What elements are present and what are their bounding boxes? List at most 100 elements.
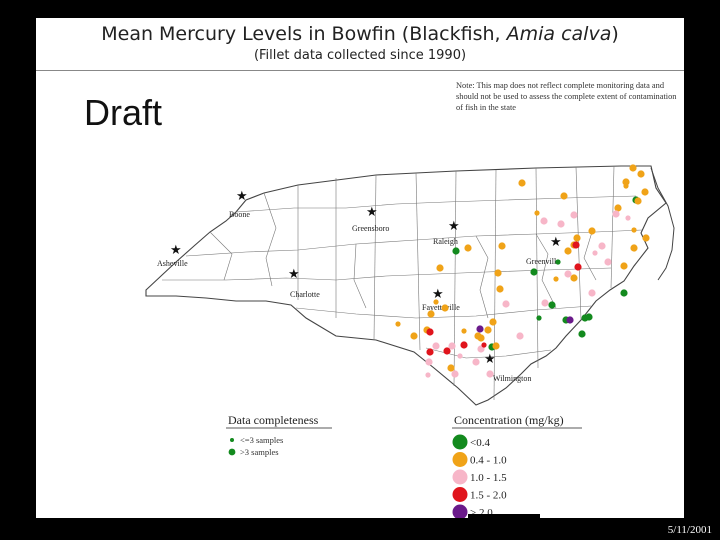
sample-site bbox=[498, 242, 506, 250]
sample-site bbox=[620, 289, 628, 297]
sample-site bbox=[477, 334, 485, 342]
sample-site bbox=[427, 310, 435, 318]
city-label-boone: Boone bbox=[229, 210, 250, 219]
sample-site bbox=[625, 215, 631, 221]
sample-site bbox=[629, 164, 637, 172]
slide: Mean Mercury Levels in Bowfin (Blackfish… bbox=[36, 18, 684, 518]
sample-site bbox=[566, 316, 574, 324]
city-star-greensboro: ★ bbox=[366, 205, 378, 220]
sample-site bbox=[452, 247, 460, 255]
sample-site bbox=[472, 358, 480, 366]
cities-layer: ★Boone ★Greensboro ★Raleigh★Asheville★Char… bbox=[157, 189, 562, 383]
legend-label-2: 1.0 - 1.5 bbox=[470, 472, 507, 484]
city-label-charlotte: Charlotte bbox=[290, 290, 320, 299]
concentration-legend-title: Concentration (mg/kg) bbox=[454, 413, 564, 427]
title-text: Mean Mercury Levels in Bowfin (Blackfish… bbox=[101, 23, 507, 45]
sample-site bbox=[447, 364, 455, 372]
sample-site bbox=[592, 250, 598, 256]
city-label-greensboro: Greensboro bbox=[352, 224, 389, 233]
legend-swatch-3 bbox=[452, 487, 468, 502]
city-label-wilmington: Wilmington bbox=[493, 374, 531, 383]
city-star-charlotte: ★ bbox=[288, 267, 300, 282]
sample-site bbox=[494, 269, 502, 277]
sample-site bbox=[481, 342, 487, 348]
sample-site bbox=[557, 220, 565, 228]
sample-site bbox=[622, 178, 630, 186]
concentration-legend: Concentration (mg/kg) <0.4 0.4 - 1.0 1.0 -… bbox=[452, 413, 582, 518]
sample-site bbox=[492, 342, 500, 350]
sample-site bbox=[436, 264, 444, 272]
title-divider bbox=[36, 70, 684, 71]
sample-site bbox=[637, 170, 645, 178]
legend-label-0: <0.4 bbox=[470, 437, 490, 449]
sample-site bbox=[476, 325, 484, 333]
sample-site bbox=[395, 321, 401, 327]
sites-layer bbox=[395, 164, 650, 378]
nc-map: ★Boone ★Greensboro ★Raleigh★Asheville★Char… bbox=[145, 164, 675, 518]
legend-label-3: 1.5 - 2.0 bbox=[470, 490, 507, 502]
sample-site bbox=[484, 326, 492, 334]
sample-site bbox=[572, 241, 580, 249]
sample-site bbox=[588, 289, 596, 297]
city-star-fayetteville: ★ bbox=[432, 287, 444, 302]
sample-site bbox=[598, 242, 606, 250]
sample-site bbox=[496, 285, 504, 293]
sample-site bbox=[448, 342, 456, 350]
sample-site bbox=[410, 332, 418, 340]
sample-site bbox=[530, 268, 538, 276]
city-star-greenville: ★ bbox=[550, 235, 562, 250]
outer-banks bbox=[650, 167, 675, 281]
map-subtitle: (Fillet data collected since 1990) bbox=[253, 48, 467, 63]
sample-site bbox=[541, 299, 549, 307]
sample-site bbox=[631, 227, 637, 233]
title-close: ) bbox=[611, 23, 619, 45]
legend-swatch-2 bbox=[452, 469, 468, 485]
completeness-legend-title: Data completeness bbox=[228, 413, 319, 427]
legend-swatch-4 bbox=[452, 504, 468, 518]
city-label-raleigh: Raleigh bbox=[433, 237, 458, 246]
sample-site bbox=[451, 370, 459, 378]
sample-site bbox=[502, 300, 510, 308]
disclaimer-note: Note: This map does not reflect complete… bbox=[456, 81, 677, 112]
sample-site bbox=[642, 234, 650, 242]
draft-label: Draft bbox=[84, 92, 163, 133]
sample-site bbox=[614, 204, 622, 212]
sample-site bbox=[425, 372, 431, 378]
legend-bottom-bar bbox=[468, 514, 540, 518]
sample-site bbox=[588, 227, 596, 235]
species-name: Amia calva bbox=[506, 23, 612, 45]
sample-site bbox=[425, 358, 433, 366]
sample-site bbox=[536, 315, 542, 321]
sample-site bbox=[457, 353, 463, 359]
sample-site bbox=[573, 234, 581, 242]
sample-site bbox=[564, 270, 572, 278]
legend-label-1: 0.4 - 1.0 bbox=[470, 455, 507, 467]
completeness-legend: Data completeness <=3 samples >3 samples bbox=[226, 413, 332, 457]
city-star-wilmington: ★ bbox=[484, 352, 496, 367]
sample-site bbox=[553, 276, 559, 282]
footer-date: 5/11/2001 bbox=[667, 524, 712, 536]
sample-site bbox=[641, 188, 649, 196]
sample-site bbox=[489, 318, 497, 326]
legend-swatch-0 bbox=[452, 434, 468, 450]
sample-site bbox=[441, 304, 449, 312]
sample-site bbox=[612, 210, 620, 218]
sample-site bbox=[574, 263, 582, 271]
sample-site bbox=[432, 342, 440, 350]
sample-site bbox=[426, 348, 434, 356]
concentration-legend-items: <0.4 0.4 - 1.0 1.0 - 1.5 1.5 - 2.0 > 2.0 bbox=[452, 434, 507, 518]
city-star-asheville: ★ bbox=[170, 243, 182, 258]
large-sample-symbol bbox=[228, 448, 236, 456]
large-sample-label: >3 samples bbox=[240, 447, 279, 457]
legend-swatch-1 bbox=[452, 452, 468, 467]
city-label-fayetteville: Fayetteville bbox=[422, 303, 460, 312]
sample-site bbox=[518, 179, 526, 187]
sample-site bbox=[555, 259, 561, 265]
sample-site bbox=[578, 330, 586, 338]
sample-site bbox=[426, 328, 434, 336]
sample-site bbox=[461, 328, 467, 334]
sample-site bbox=[443, 347, 451, 355]
sample-site bbox=[516, 332, 524, 340]
sample-site bbox=[460, 341, 468, 349]
sample-site bbox=[548, 301, 556, 309]
